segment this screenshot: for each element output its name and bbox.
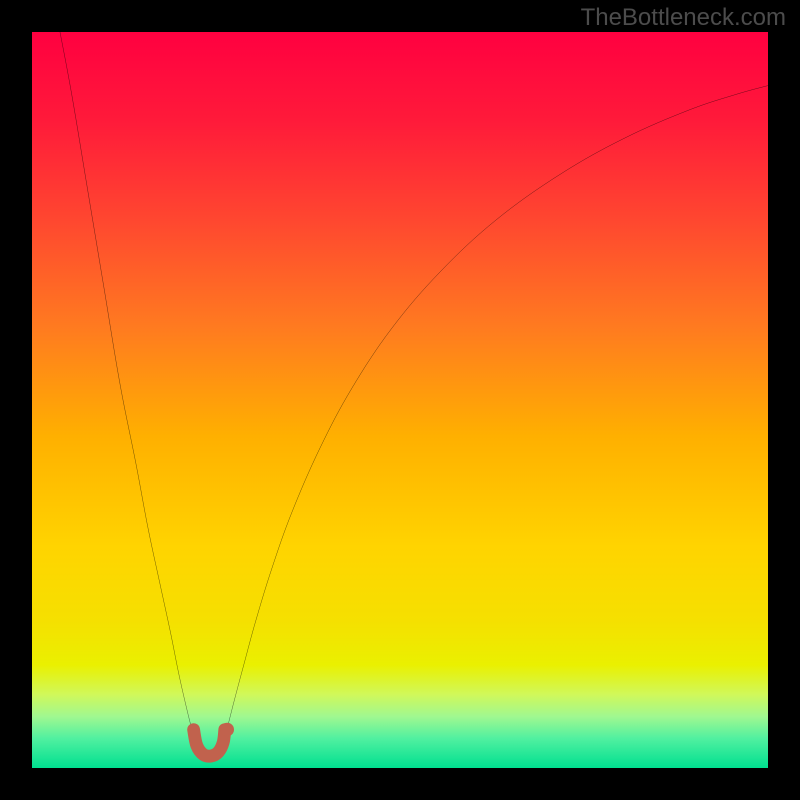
bottleneck-chart	[0, 0, 800, 800]
cusp-marker-dot	[220, 723, 234, 737]
chart-root: TheBottleneck.com	[0, 0, 800, 800]
watermark-text: TheBottleneck.com	[581, 4, 786, 32]
plot-background	[32, 32, 768, 768]
